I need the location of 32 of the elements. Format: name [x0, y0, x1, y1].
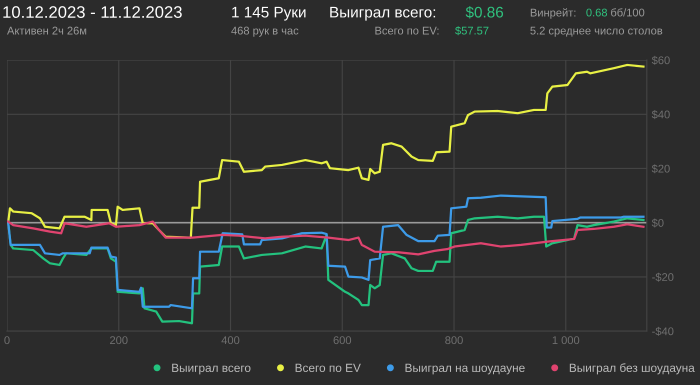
x-tick-label: 400 [222, 336, 240, 344]
legend-label: Выиграл без шоудауна [570, 363, 695, 374]
line-series [7, 220, 645, 256]
text: бб/100 [611, 8, 644, 16]
line-series [7, 194, 645, 310]
chart-title: 10.12.2023 - 11.12.2023 [3, 6, 182, 18]
x-tick-label: 800 [445, 336, 463, 344]
legend-label: Выиграл на шоудауне [406, 364, 525, 374]
x-tick-label: 200 [110, 336, 128, 344]
line-series [7, 64, 645, 239]
text: Всего по EV: [375, 26, 438, 35]
text: Винрейт: [530, 8, 576, 19]
line-series [7, 216, 645, 324]
text: 468 рук в час [231, 26, 298, 37]
y-tick-label: $60 [652, 56, 670, 65]
text: Активен 2ч 26м [7, 26, 86, 35]
x-tick-label: 1 000 [552, 336, 580, 344]
text: 1 145 Руки [232, 6, 306, 21]
y-tick-label: $20 [652, 164, 670, 174]
x-tick-label: 0 [4, 336, 10, 344]
text: 0.68 [586, 8, 608, 16]
legend-label: Выиграл всего [172, 364, 250, 374]
text: Выиграл всего: [330, 6, 436, 21]
legend-label: Всего по EV [296, 364, 361, 372]
y-tick-label: $40 [652, 110, 670, 120]
y-tick-label: -$20 [652, 272, 674, 282]
text: 5.2 среднее число столов [530, 26, 662, 37]
x-tick-label: 600 [334, 336, 352, 344]
y-tick-label: -$40 [652, 326, 674, 336]
text: $0.86 [466, 6, 504, 18]
text: $57.57 [455, 26, 488, 36]
y-tick-label: $0 [652, 218, 664, 228]
